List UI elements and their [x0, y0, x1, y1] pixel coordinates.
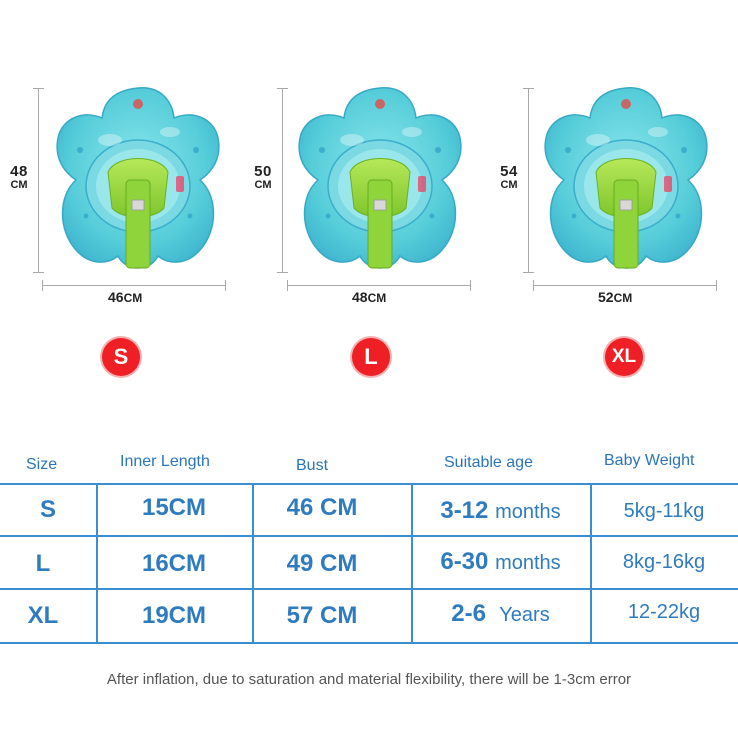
table-divider	[0, 535, 738, 537]
width-dimension-line	[287, 280, 471, 291]
age-unit: months	[495, 552, 561, 574]
width-value: 48	[352, 289, 368, 305]
height-unit: CM	[254, 179, 272, 191]
cell-weight: 12-22kg	[627, 601, 701, 623]
table-divider	[0, 642, 738, 644]
height-value: 54	[500, 163, 518, 180]
width-label: 48CM	[352, 289, 386, 305]
cell-bust: 57 CM	[286, 602, 358, 629]
cell-inner: 16CM	[141, 550, 207, 577]
cell-age: 6-30 months	[411, 548, 590, 576]
swim-float-icon	[56, 87, 220, 269]
cell-inner: 15CM	[141, 494, 207, 521]
swim-float-icon	[544, 87, 708, 269]
height-label: 50 CM	[250, 164, 276, 191]
size-badge-l: L	[352, 338, 390, 376]
column-divider	[590, 483, 592, 643]
height-dimension-line	[523, 88, 534, 273]
cell-weight: 5kg-11kg	[623, 500, 705, 522]
width-unit: CM	[123, 291, 143, 305]
age-number: 2-6	[451, 600, 486, 627]
table-divider	[0, 588, 738, 590]
age-number: 3-12	[440, 497, 489, 524]
cell-size: XL	[27, 602, 59, 629]
age-unit: months	[495, 501, 561, 523]
column-divider	[411, 483, 413, 643]
age-number: 6-30	[440, 548, 489, 575]
size-badge-s: S	[102, 338, 140, 376]
header-suitable-age: Suitable age	[444, 454, 533, 471]
header-baby-weight: Baby Weight	[604, 452, 695, 469]
column-divider	[252, 483, 254, 643]
size-badge-xl: XL	[605, 338, 643, 376]
width-label: 46CM	[108, 289, 142, 305]
header-bust: Bust	[296, 457, 329, 474]
width-label: 52CM	[598, 289, 632, 305]
width-value: 52	[598, 289, 614, 305]
column-divider	[96, 483, 98, 643]
cell-bust: 46 CM	[286, 494, 358, 521]
cell-age: 2-6 Years	[411, 600, 590, 628]
height-dimension-line	[277, 88, 288, 273]
width-unit: CM	[613, 291, 633, 305]
width-unit: CM	[367, 291, 387, 305]
table-divider	[0, 483, 738, 485]
height-label: 54 CM	[496, 164, 522, 191]
cell-weight: 8kg-16kg	[622, 551, 706, 573]
cell-bust: 49 CM	[286, 550, 358, 577]
cell-size: S	[39, 496, 56, 523]
width-dimension-line	[42, 280, 226, 291]
width-value: 46	[108, 289, 124, 305]
width-dimension-line	[533, 280, 717, 291]
cell-inner: 19CM	[141, 602, 207, 629]
height-dimension-line	[33, 88, 44, 273]
height-unit: CM	[500, 179, 518, 191]
header-inner-length: Inner Length	[120, 453, 210, 470]
swim-float-icon	[298, 87, 462, 269]
height-label: 48 CM	[6, 164, 32, 191]
height-value: 48	[10, 163, 28, 180]
footnote: After inflation, due to saturation and m…	[106, 671, 632, 688]
height-unit: CM	[10, 179, 28, 191]
header-size: Size	[26, 456, 58, 473]
cell-age: 3-12 months	[411, 497, 590, 525]
age-unit: Years	[499, 604, 550, 626]
height-value: 50	[254, 163, 272, 180]
cell-size: L	[35, 550, 51, 577]
